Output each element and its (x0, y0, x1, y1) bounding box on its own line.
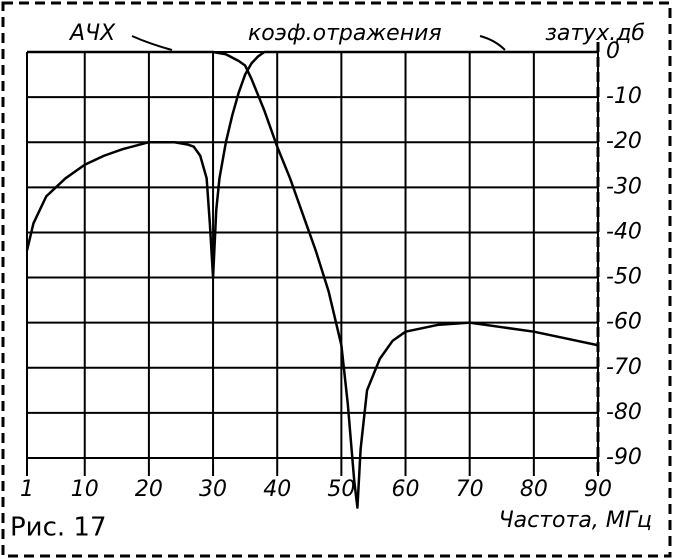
x-tick-label: 80 (520, 477, 548, 502)
y-axis-label: затух.дб (545, 21, 645, 46)
y-tick-label: -50 (606, 265, 642, 290)
x-tick-label: 70 (456, 477, 484, 502)
refl-label: коэф.отражения (248, 21, 442, 46)
x-axis-label: Частота, МГц (499, 508, 652, 533)
series-line (25, 50, 598, 279)
figure-label: Рис. 17 (10, 513, 106, 543)
x-tick-label: 20 (135, 477, 163, 502)
y-tick-label: -60 (606, 310, 642, 335)
afc-label: АЧХ (68, 21, 116, 46)
series-line (27, 50, 599, 509)
refl-pointer (479, 35, 506, 51)
x-tick-label: 30 (199, 477, 227, 502)
x-tick-label: 10 (71, 477, 99, 502)
x-tick-label: 50 (327, 477, 355, 502)
y-tick-label: -90 (606, 445, 642, 470)
x-tick-label: 90 (584, 477, 612, 502)
y-tick-label: -10 (606, 84, 642, 109)
y-tick-label: -70 (606, 355, 642, 380)
y-tick-label: -40 (606, 219, 642, 244)
y-tick-label: -20 (606, 129, 642, 154)
x-tick-label: 1 (20, 477, 34, 502)
x-tick-label: 60 (392, 477, 420, 502)
afc-pointer (131, 35, 173, 51)
y-tick-label: 0 (606, 39, 620, 64)
y-tick-label: -80 (606, 400, 642, 425)
y-tick-label: -30 (606, 174, 642, 199)
x-tick-label: 40 (263, 477, 291, 502)
